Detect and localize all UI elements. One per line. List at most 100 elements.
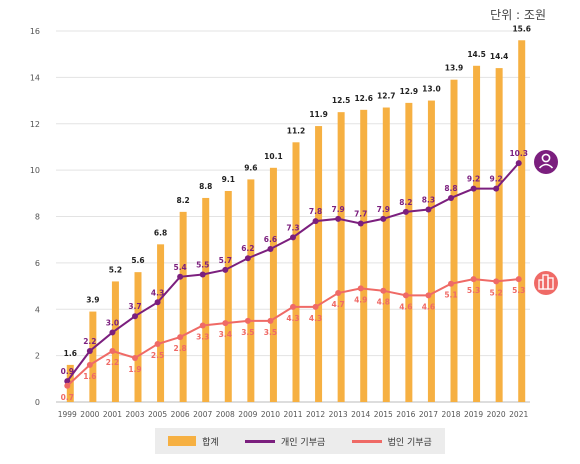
bar-data-label: 12.9 [400, 87, 419, 96]
bar [269, 167, 277, 402]
legend-label-individual: 개인 기부금 [281, 437, 326, 448]
bar [427, 100, 435, 402]
x-axis: 1999 2000 2001 2003 2005 2006 2007 2008 2009 2010… [58, 410, 529, 419]
bar-data-label: 12.5 [332, 96, 351, 105]
data-point-corporate [357, 285, 364, 292]
bar [292, 142, 300, 403]
x-tick-label: 2019 [464, 410, 483, 419]
line-data-label-individual: 5.7 [219, 256, 232, 265]
data-point-individual [425, 206, 432, 213]
line-data-label-corporate: 4.8 [377, 298, 390, 307]
bar-data-label: 11.9 [309, 110, 328, 119]
line-data-label-individual: 6.2 [241, 244, 254, 253]
data-point-individual [312, 218, 319, 225]
y-tick-label: 14 [30, 73, 40, 82]
x-tick-label: 2015 [374, 410, 393, 419]
building-icon [534, 271, 558, 295]
data-point-individual [402, 208, 409, 215]
data-point-corporate [199, 322, 206, 329]
data-point-corporate [312, 303, 319, 310]
x-tick-label: 2018 [441, 410, 460, 419]
bar [179, 211, 187, 402]
line-data-label-corporate: 0.7 [61, 393, 74, 402]
line-data-label-corporate: 4.6 [422, 302, 435, 311]
bar-data-label: 12.7 [377, 92, 396, 101]
bar [473, 65, 481, 402]
data-point-corporate [222, 320, 229, 327]
line-data-label-individual: 7.9 [377, 205, 390, 214]
bar-data-label: 9.6 [244, 163, 257, 172]
legend-item-total: 합계 [168, 435, 219, 448]
legend-label-corporate: 법인 기부금 [387, 437, 432, 448]
data-point-corporate [425, 292, 432, 299]
legend: 합계 개인 기부금 법인 기부금 [155, 428, 445, 454]
data-point-corporate [448, 280, 454, 287]
line-data-label-corporate: 4.9 [354, 295, 367, 304]
data-point-individual [470, 185, 477, 192]
bar [224, 190, 232, 402]
bar-data-label: 10.1 [264, 152, 283, 161]
bar [518, 40, 526, 403]
x-tick-label: 2017 [419, 410, 438, 419]
bar [202, 197, 210, 402]
data-point-individual [335, 215, 342, 222]
line-data-label-corporate: 5.2 [489, 288, 502, 297]
side-icons [534, 150, 558, 295]
line-data-label-individual: 8.3 [422, 196, 435, 205]
data-point-corporate [267, 317, 274, 324]
bar [89, 311, 97, 402]
bar-data-label: 15.6 [512, 24, 531, 33]
line-data-label-individual: 3.7 [128, 302, 141, 311]
data-point-individual [222, 266, 229, 273]
line-data-label-individual: 9.2 [489, 175, 502, 184]
data-point-individual [199, 271, 206, 278]
data-point-individual [109, 329, 116, 336]
bar-data-label: 9.1 [222, 175, 235, 184]
data-point-corporate [335, 290, 342, 297]
x-tick-label: 2009 [238, 410, 257, 419]
line-data-label-corporate: 4.6 [399, 302, 412, 311]
data-point-corporate [493, 278, 500, 285]
line-data-label-individual: 7.9 [331, 205, 344, 214]
legend-swatch-total [168, 436, 197, 446]
data-point-individual [86, 347, 93, 354]
data-point-individual [380, 215, 387, 222]
data-point-individual [244, 255, 251, 262]
bar-data-label: 8.8 [199, 182, 212, 191]
y-tick-label: 10 [30, 166, 40, 175]
y-tick-label: 16 [30, 27, 40, 36]
x-tick-label: 2016 [396, 410, 415, 419]
data-point-corporate [154, 341, 161, 348]
bar [247, 179, 255, 402]
line-data-label-corporate: 1.9 [128, 365, 141, 374]
x-tick-label: 2005 [148, 410, 167, 419]
line-data-label-individual: 7.3 [286, 223, 299, 232]
data-point-individual [132, 313, 138, 320]
line-data-label-corporate: 5.1 [444, 291, 457, 300]
data-point-individual [357, 220, 364, 227]
x-tick-label: 2020 [487, 410, 506, 419]
data-point-individual [448, 194, 454, 201]
x-tick-label: 2011 [283, 410, 302, 419]
bar-data-label: 5.2 [109, 265, 122, 274]
data-point-individual [515, 160, 522, 167]
line-data-label-individual: 7.7 [354, 209, 367, 218]
line-data-label-individual: 3.0 [106, 318, 119, 327]
line-data-label-corporate: 3.5 [264, 328, 277, 337]
legend-item-individual: 개인 기부금 [245, 435, 325, 448]
bar-data-label: 12.6 [354, 94, 373, 103]
data-point-individual [177, 273, 184, 280]
data-point-corporate [515, 276, 522, 283]
bar-data-label: 6.8 [154, 228, 167, 237]
bar [157, 244, 165, 402]
line-data-label-corporate: 5.3 [512, 286, 525, 295]
bar-series: 1.6 3.9 5.2 5.6 6.8 8.2 8.8 9.1 9.6 10.1 11.211.9 1… [64, 24, 531, 403]
line-data-label-corporate: 3.3 [196, 332, 209, 341]
line-data-label-corporate: 4.3 [286, 314, 299, 323]
data-point-corporate [86, 361, 93, 368]
data-point-corporate [380, 287, 387, 294]
line-data-label-individual: 8.8 [444, 184, 457, 193]
data-point-corporate [109, 347, 116, 354]
line-data-label-individual: 8.2 [399, 198, 412, 207]
